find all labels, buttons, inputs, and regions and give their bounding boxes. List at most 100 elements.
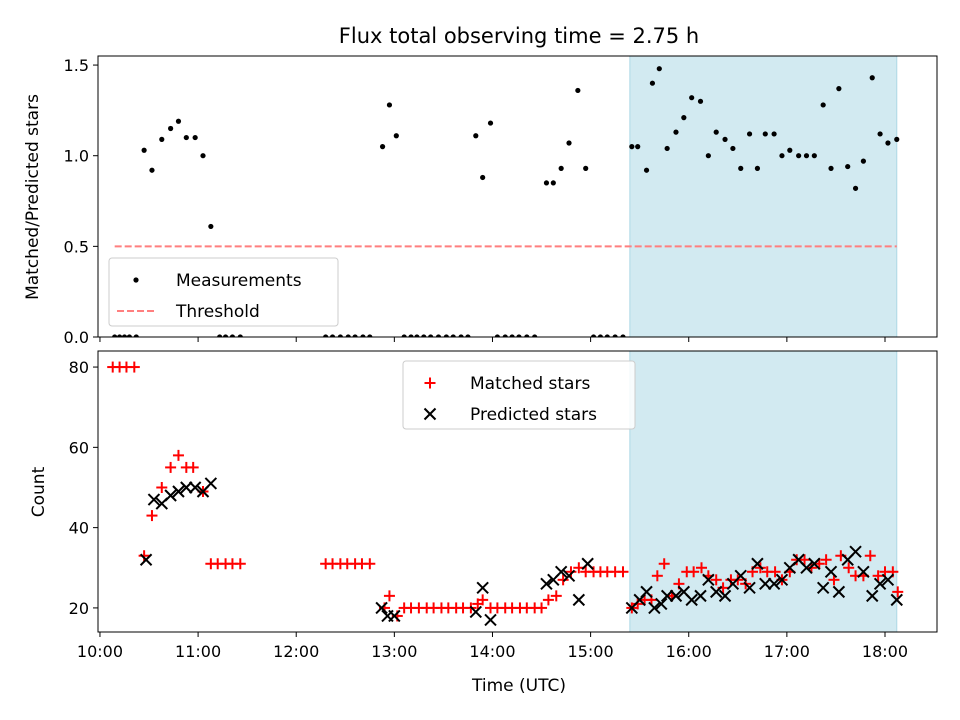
measurement-point (532, 334, 538, 337)
measurement-point (435, 334, 442, 337)
bottom-y-axis-label: Count (29, 466, 49, 517)
predicted-star-point (540, 577, 553, 591)
measurement-point (414, 334, 420, 337)
measurement-point (713, 129, 719, 135)
chart-title: Flux total observing time = 2.75 h (339, 24, 699, 48)
x-tick-label: 17:00 (764, 642, 810, 661)
measurement-point (229, 334, 236, 337)
top-y-tick-label: 1.0 (64, 147, 89, 166)
measurement-point (583, 165, 589, 171)
measurement-point (604, 334, 610, 337)
measurement-point (183, 134, 189, 141)
measurement-point (860, 158, 867, 164)
measurement-point (159, 136, 165, 142)
measurement-point (635, 144, 641, 150)
top-frame (97, 55, 938, 338)
predicted-star-stroke-b (554, 565, 568, 578)
predicted-star-stroke-b (484, 613, 497, 627)
predicted-star-stroke-b (204, 477, 218, 490)
x-tick-label: 10:00 (77, 642, 123, 661)
predicted-star-point (702, 573, 715, 587)
predicted-star-stroke-b (775, 573, 789, 587)
matched-star-point (156, 481, 168, 493)
predicted-star-stroke-b (702, 573, 715, 587)
measurement-point (345, 334, 351, 337)
predicted-star-point (180, 481, 193, 494)
predicted-star-stroke-b (759, 577, 772, 591)
predicted-star-point (759, 577, 772, 591)
bottom-plot-area (107, 361, 904, 627)
measurement-point (401, 334, 407, 337)
matched-star-point (651, 570, 663, 582)
measurement-point (643, 167, 650, 173)
predicted-star-point (873, 577, 887, 591)
predicted-star-point (685, 593, 698, 607)
measurement-point (443, 334, 449, 337)
predicted-star-point (866, 589, 879, 603)
matched-star-point (565, 566, 577, 578)
measurement-point (828, 165, 834, 171)
measurement-point (524, 334, 530, 337)
predicted-star-stroke-b (832, 585, 846, 599)
measurement-point (473, 133, 479, 139)
measurement-point (590, 334, 597, 337)
predicted-star-point (554, 565, 568, 578)
top-y-axis-label: Matched/Predicted stars (23, 94, 43, 300)
measurement-point (558, 165, 564, 171)
predicted-star-point (484, 613, 497, 627)
predicted-star-stroke-b (792, 553, 805, 566)
predicted-star-point (204, 477, 218, 490)
measurement-point (175, 118, 182, 124)
top-panel: 0.0 0.5 1.0 1.5 Measurements Threshold (64, 55, 938, 347)
x-tick-label: 18:00 (862, 642, 908, 661)
legend-predicted-marker-b (423, 407, 437, 421)
predicted-star-stroke-b (710, 585, 723, 599)
measurement-point (689, 95, 695, 101)
bottom-legend: Matched stars Predicted stars (402, 360, 636, 430)
measurement-point (612, 334, 618, 337)
predicted-star-stroke-b (388, 609, 401, 623)
predicted-star-stroke-b (648, 601, 661, 615)
top-plot-area (112, 66, 900, 337)
measurement-point (222, 334, 229, 337)
x-tick-label: 11:00 (175, 642, 221, 661)
measurement-point (738, 165, 744, 171)
predicted-star-stroke-b (572, 593, 586, 607)
measurement-point (885, 140, 891, 146)
predicted-star-stroke-b (164, 489, 177, 502)
predicted-star-point (824, 565, 838, 578)
matched-star-point (872, 570, 884, 582)
measurement-point (722, 136, 728, 142)
predicted-star-stroke-b (640, 585, 653, 599)
x-axis-label: Time (UTC) (471, 676, 566, 696)
measurement-point (673, 129, 679, 135)
measurement-point (323, 334, 329, 337)
matched-star-point (187, 461, 199, 473)
predicted-star-point (710, 585, 723, 599)
measurement-point (877, 131, 883, 137)
matched-star-point (536, 602, 548, 614)
predicted-star-point (660, 589, 674, 603)
predicted-star-stroke-b (581, 557, 594, 570)
measurement-point (771, 131, 777, 137)
matched-star-point (828, 574, 840, 586)
predicted-star-stroke-b (469, 605, 483, 619)
predicted-star-stroke-b (476, 581, 489, 595)
matched-star-point (688, 566, 700, 578)
measurement-point (516, 334, 522, 337)
measurement-point (458, 334, 464, 337)
measurement-point (112, 334, 118, 337)
matched-star-point (769, 566, 781, 578)
measurement-point (836, 86, 842, 92)
predicted-star-point (767, 577, 781, 591)
measurement-point (575, 87, 581, 94)
predicted-star-point (881, 573, 895, 587)
measurement-point (543, 180, 550, 186)
predicted-star-point (147, 493, 161, 506)
measurement-point (730, 145, 736, 152)
predicted-star-stroke-b (562, 569, 576, 583)
measurement-point (664, 145, 670, 152)
matched-star-point (383, 590, 395, 602)
measurement-point (480, 174, 486, 181)
predicted-star-stroke-b (375, 601, 388, 615)
